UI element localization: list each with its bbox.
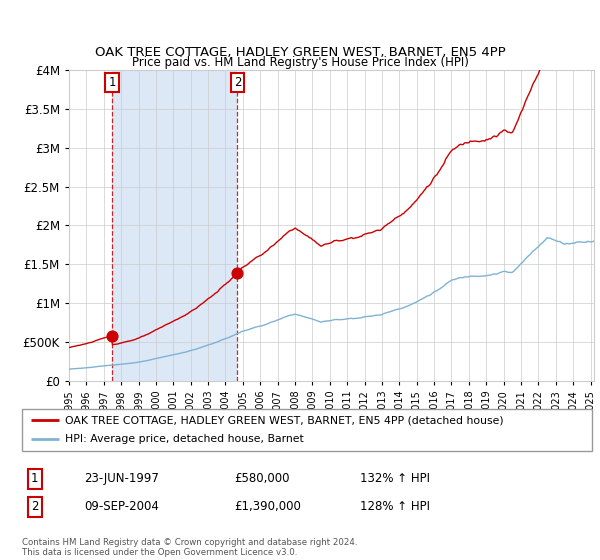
Text: 23-JUN-1997: 23-JUN-1997	[84, 472, 159, 486]
Text: 132% ↑ HPI: 132% ↑ HPI	[360, 472, 430, 486]
Point	[233, 268, 242, 277]
Text: Price paid vs. HM Land Registry's House Price Index (HPI): Price paid vs. HM Land Registry's House …	[131, 57, 469, 69]
Text: OAK TREE COTTAGE, HADLEY GREEN WEST, BARNET, EN5 4PP (detached house): OAK TREE COTTAGE, HADLEY GREEN WEST, BAR…	[65, 415, 503, 425]
Text: 2: 2	[234, 76, 241, 89]
Point	[107, 332, 117, 340]
Text: £580,000: £580,000	[234, 472, 290, 486]
Text: 09-SEP-2004: 09-SEP-2004	[84, 500, 159, 514]
Text: HPI: Average price, detached house, Barnet: HPI: Average price, detached house, Barn…	[65, 435, 304, 445]
Text: £1,390,000: £1,390,000	[234, 500, 301, 514]
Text: OAK TREE COTTAGE, HADLEY GREEN WEST, BARNET, EN5 4PP: OAK TREE COTTAGE, HADLEY GREEN WEST, BAR…	[95, 46, 505, 59]
Text: 128% ↑ HPI: 128% ↑ HPI	[360, 500, 430, 514]
FancyBboxPatch shape	[22, 409, 592, 451]
Bar	[112, 70, 238, 381]
Text: 1: 1	[31, 472, 38, 486]
Text: Contains HM Land Registry data © Crown copyright and database right 2024.
This d: Contains HM Land Registry data © Crown c…	[22, 538, 358, 557]
Text: 2: 2	[31, 500, 38, 514]
Text: 1: 1	[108, 76, 116, 89]
